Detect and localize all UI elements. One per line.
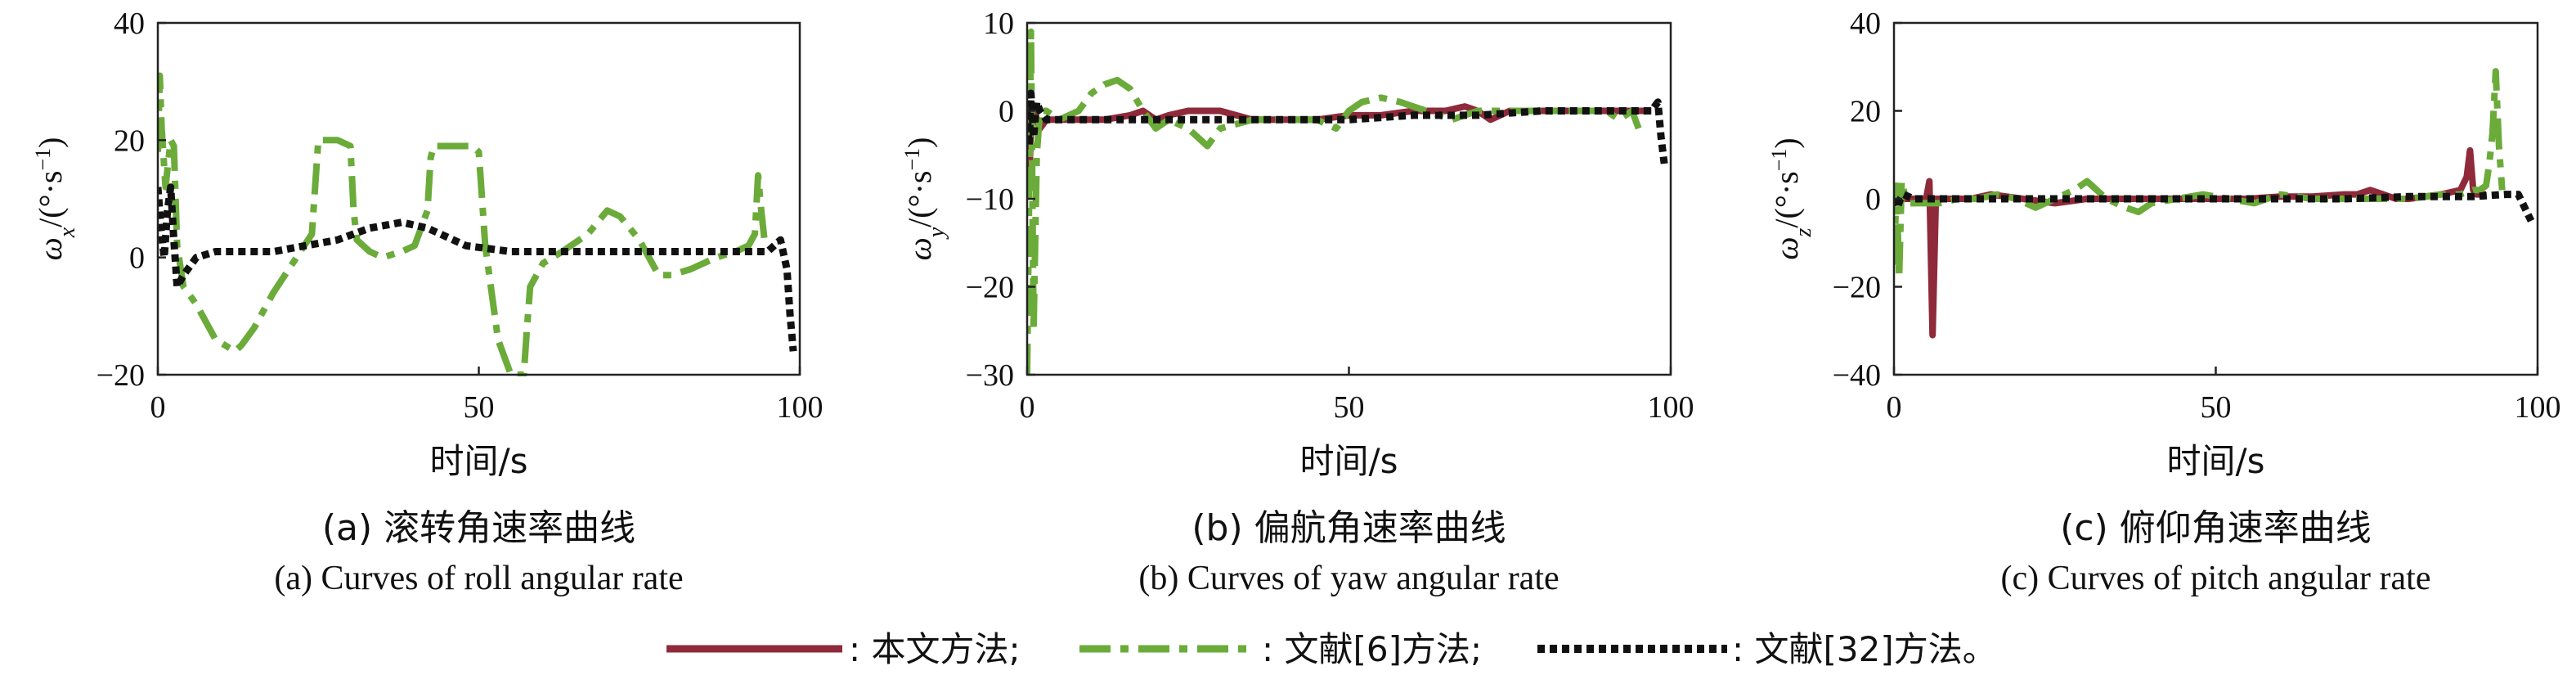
x-tick-label: 100 (777, 390, 824, 425)
series-line-roll-0 (158, 72, 771, 376)
x-tick-label: 100 (1648, 390, 1694, 425)
caption-chinese: (b) 偏航角速率曲线 (1192, 507, 1506, 549)
legend-label-2: : 文献[32]方法。 (1732, 629, 1997, 669)
y-tick-label: −40 (1833, 358, 1881, 393)
y-axis-label-part: −1 (900, 148, 924, 171)
y-tick-label: 40 (1850, 7, 1881, 41)
series-line-yaw-1 (1027, 28, 1642, 376)
y-tick-label: 40 (114, 7, 145, 41)
y-axis-label-part: −1 (31, 148, 55, 171)
caption-english: (c) Curves of pitch angular rate (2001, 560, 2431, 597)
y-axis-label-part: /(°·s (1768, 171, 1805, 227)
series-line-pitch-0 (1894, 146, 2486, 339)
x-tick-label: 0 (1020, 390, 1035, 425)
y-axis-label-part: ) (901, 137, 938, 147)
legend-label-0: : 本文方法; (849, 629, 1021, 669)
y-axis-label: ωy/(°·s−1) (900, 137, 949, 260)
panel-yaw: 0 50 100 −30 −20 −10 0 10 时间/s ωy/(°·s−1) (b) 偏航角速… (900, 7, 1694, 597)
y-tick-label: 10 (983, 7, 1014, 41)
y-axis-label-part: ω (32, 237, 69, 260)
x-tick-label: 0 (1887, 390, 1902, 425)
x-tick-label: 0 (150, 390, 166, 425)
y-tick-label: 20 (1850, 95, 1881, 129)
y-tick-label: 20 (114, 124, 145, 158)
series-line-pitch-2 (1894, 191, 2535, 223)
y-tick-label: −10 (966, 182, 1014, 217)
series-line-roll-1 (158, 183, 797, 352)
y-axis-label-part: ) (32, 137, 69, 147)
y-axis-label-part: x (55, 227, 80, 238)
caption-chinese: (a) 滚转角速率曲线 (322, 507, 635, 549)
y-tick-label: 0 (999, 95, 1014, 129)
y-axis-label-part: ω (1768, 236, 1805, 259)
y-tick-label: −20 (96, 358, 145, 393)
caption-chinese: (c) 俯仰角速率曲线 (2060, 507, 2372, 549)
series-line-pitch-1 (1894, 68, 2506, 281)
x-axis-label: 时间/s (2166, 441, 2264, 481)
y-axis-label-part: ) (1768, 137, 1805, 148)
legend-label-1: : 文献[6]方法; (1262, 629, 1482, 669)
y-axis-label-part: y (924, 227, 949, 240)
x-tick-label: 50 (1334, 390, 1365, 425)
x-tick-label: 50 (464, 390, 495, 425)
y-axis-label: ωx/(°·s−1) (31, 137, 80, 260)
plot-frame (1025, 21, 1672, 376)
x-axis-label: 时间/s (1299, 441, 1398, 481)
y-tick-label: −20 (1833, 271, 1881, 305)
y-axis-label-part: /(°·s (32, 170, 69, 227)
y-axis-label-part: z (1791, 227, 1816, 237)
x-axis-label: 时间/s (429, 441, 527, 481)
panel-pitch: 0 50 100 −40 −20 0 20 40 时间/s ωz/(°·s−1) (c) 俯仰角速率… (1767, 7, 2561, 597)
caption-english: (b) Curves of yaw angular rate (1138, 560, 1559, 597)
series-line-yaw-2 (1027, 89, 1668, 164)
y-axis-label-part: /(°·s (901, 170, 938, 227)
y-tick-label: 0 (129, 241, 145, 276)
y-axis-label-part: −1 (1767, 149, 1791, 172)
caption-english: (a) Curves of roll angular rate (274, 560, 683, 597)
legend: : 本文方法; : 文献[6]方法; : 文献[32]方法。 (666, 629, 1997, 669)
y-axis-label-part: ω (901, 237, 938, 260)
y-tick-label: 0 (1865, 182, 1881, 217)
y-tick-label: −30 (966, 358, 1014, 393)
plot-frame (156, 21, 801, 376)
y-axis-label: ωz/(°·s−1) (1767, 137, 1816, 259)
x-tick-label: 50 (2201, 390, 2232, 425)
y-tick-label: −20 (966, 271, 1014, 305)
x-tick-label: 100 (2515, 390, 2561, 425)
